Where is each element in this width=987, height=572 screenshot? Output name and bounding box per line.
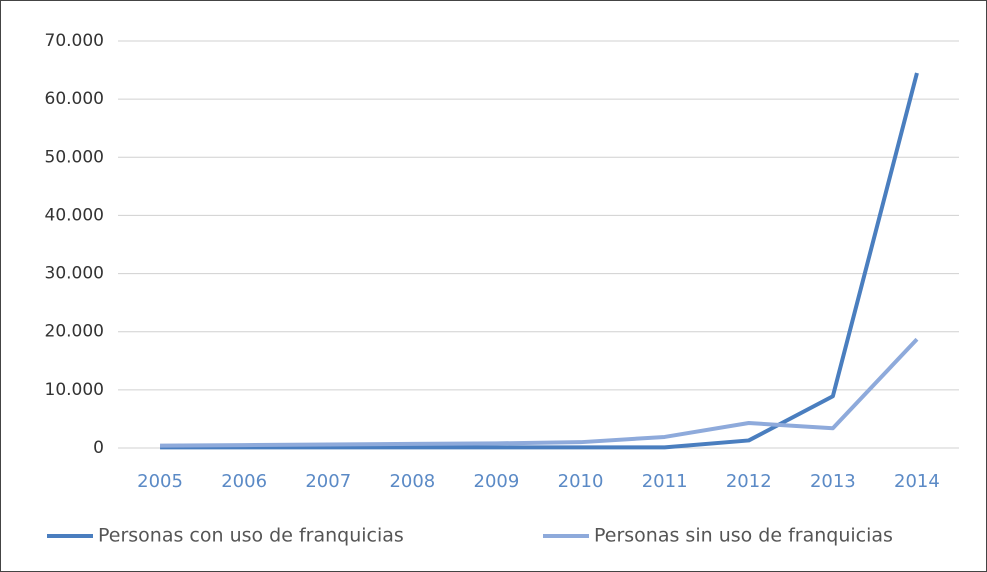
y-tick-label: 10.000 (45, 380, 104, 400)
series-line (160, 72, 919, 450)
x-tick-label: 2011 (642, 471, 688, 492)
x-tick-label: 2009 (474, 471, 520, 492)
x-tick-label: 2006 (221, 471, 267, 492)
x-tick-label: 2005 (137, 471, 183, 492)
y-tick-label: 30.000 (45, 264, 104, 284)
legend-label: Personas con uso de franquicias (98, 525, 404, 547)
y-tick-label: 0 (93, 438, 104, 458)
x-tick-label: 2013 (810, 471, 856, 492)
y-tick-label: 70.000 (45, 31, 104, 51)
x-tick-label: 2012 (726, 471, 772, 492)
legend-label: Personas sin uso de franquicias (594, 525, 893, 547)
x-tick-label: 2010 (558, 471, 604, 492)
x-tick-label: 2014 (894, 471, 940, 492)
series-line (160, 337, 919, 448)
x-tick-label: 2008 (389, 471, 435, 492)
y-tick-label: 40.000 (45, 205, 104, 225)
y-tick-label: 60.000 (45, 89, 104, 109)
x-tick-label: 2007 (305, 471, 351, 492)
y-tick-label: 20.000 (45, 322, 104, 342)
y-tick-label: 50.000 (45, 147, 104, 167)
